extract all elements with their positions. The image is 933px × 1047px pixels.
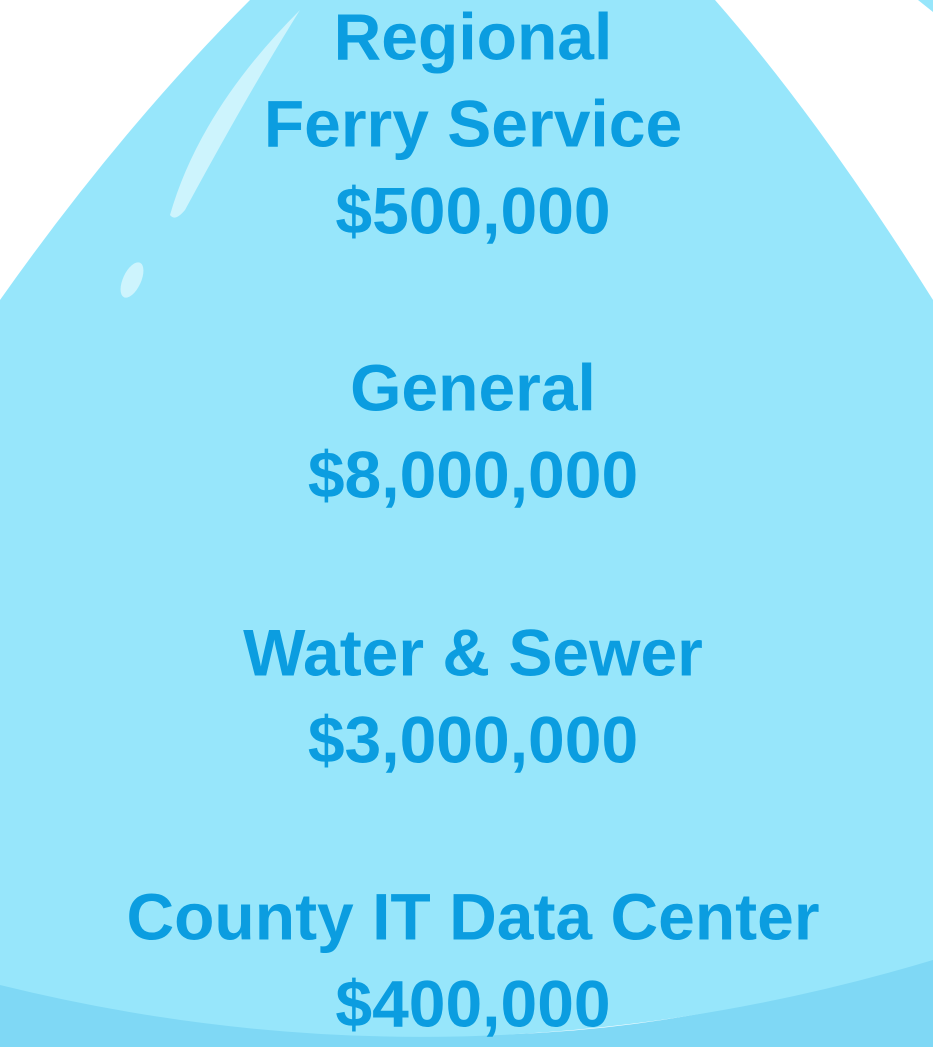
item-amount: $500,000 [335,173,610,247]
item-label: Water & Sewer [243,615,703,689]
item-label: County IT Data Center [126,879,819,953]
item-amount: $8,000,000 [308,437,638,511]
item-label: Ferry Service [264,86,682,160]
item-amount: $3,000,000 [308,702,638,776]
corner-accent [918,0,933,12]
budget-drop-graphic: Regional Ferry Service $500,000 General $8,0… [0,0,933,1047]
item-label: Regional [334,0,613,73]
item-amount: $400,000 [335,966,610,1040]
item-label: General [350,350,596,424]
